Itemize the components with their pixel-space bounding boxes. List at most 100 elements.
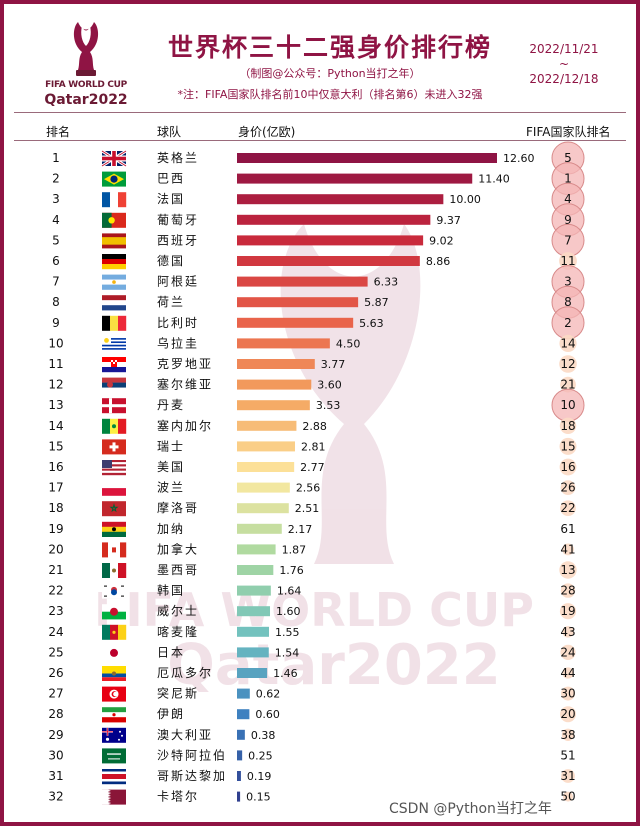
rank-label: 19 (48, 522, 63, 536)
team-name-label: 美国 (157, 460, 185, 474)
flag-rs-icon (102, 377, 126, 393)
team-row: 28 伊朗 0.60 20 (48, 706, 576, 723)
flag-stripe (102, 464, 126, 467)
flag-es-icon (102, 233, 126, 249)
flag-stripe (102, 717, 126, 723)
value-data-label: 3.60 (317, 379, 342, 392)
flag-part (107, 727, 108, 736)
fifa-rank-label: 5 (564, 151, 572, 165)
fifa-rank-bubble (559, 603, 577, 620)
team-row: 20 加拿大 1.87 41 (48, 541, 576, 558)
flag-stripe (102, 624, 111, 640)
team-name-label: 塞尔维亚 (157, 377, 213, 392)
fifa-rank-bubble (559, 334, 577, 352)
fifa-rank-bubble (559, 437, 577, 455)
fifa-rank-label: 14 (560, 336, 575, 350)
flag-part (102, 677, 126, 681)
value-bar (237, 317, 354, 328)
team-row: 27 突尼斯 0.62 30 (48, 686, 576, 702)
team-row: 30 沙特阿拉伯 0.25 51 (48, 747, 576, 764)
flag-ca-icon (102, 542, 127, 558)
fifa-rank-bubble (559, 252, 577, 270)
flag-part (108, 792, 111, 795)
flag-stripe (102, 305, 126, 311)
fifa-rank-label: 61 (560, 522, 575, 536)
flag-ch-icon (102, 439, 126, 455)
value-bar (237, 153, 497, 163)
team-row: 4 葡萄牙 9.37 9 (52, 203, 585, 237)
flag-stripe (102, 349, 126, 352)
value-bar (237, 214, 431, 225)
fifa-rank-bubble (559, 458, 577, 476)
flag-cr-icon (102, 769, 126, 785)
fifa-rank-label: 8 (564, 295, 572, 309)
team-row: 29 澳大利亚 0.38 38 (48, 727, 576, 743)
fifa-rank-label: 41 (560, 542, 575, 556)
value-bar (237, 276, 368, 287)
value-data-label: 2.88 (302, 420, 327, 433)
flag-stripe (102, 472, 126, 476)
team-row: 9 比利时 5.63 2 (52, 306, 585, 340)
flag-part (104, 595, 107, 597)
value-data-label: 6.33 (374, 276, 399, 289)
fifa-rank-bubble (560, 376, 576, 393)
fifa-rank-label: 12 (560, 357, 575, 371)
flag-part (121, 595, 124, 597)
value-data-label: 3.77 (321, 358, 346, 371)
rank-label: 6 (52, 254, 60, 268)
rank-label: 20 (48, 542, 63, 556)
team-name-label: 瑞士 (157, 439, 185, 453)
team-row: 31 哥斯达黎加 0.19 31 (48, 769, 576, 785)
fifa-rank-label: 24 (560, 645, 575, 659)
team-row: 12 塞尔维亚 3.60 21 (48, 377, 576, 393)
fifa-rank-label: 19 (560, 604, 575, 618)
fifa-rank-label: 51 (560, 748, 575, 762)
rank-label: 27 (48, 687, 63, 701)
date-separator: ~ (558, 57, 570, 71)
rank-label: 24 (48, 625, 63, 639)
column-header-team: 球队 (157, 125, 182, 139)
fifa-rank-label: 20 (560, 707, 575, 721)
team-row: 6 德国 8.86 11 (52, 252, 577, 270)
watermark-trophy-icon (280, 224, 421, 564)
team-row: 23 威尔士 1.60 19 (48, 603, 577, 620)
flag-stripe (102, 254, 126, 260)
flag-stripe (102, 480, 126, 489)
rank-label: 7 (52, 275, 60, 289)
flag-part (112, 280, 116, 284)
flag-part (107, 753, 121, 755)
rank-label: 18 (48, 501, 63, 515)
logo-text-line2: Qatar2022 (44, 92, 128, 108)
team-row: 10 乌拉圭 4.50 14 (48, 334, 577, 352)
flag-part (112, 713, 116, 717)
flag-stripe (102, 344, 126, 347)
flag-pl-icon (102, 480, 126, 496)
chart-title: 世界杯三十二强身价排行榜 (167, 33, 492, 62)
rank-label: 25 (48, 645, 63, 659)
rank-label: 23 (48, 604, 63, 618)
flag-part (108, 799, 111, 802)
team-name-label: 塞内加尔 (157, 418, 213, 433)
flag-part (102, 404, 126, 408)
team-row: 32 卡塔尔 0.15 50 (48, 789, 576, 805)
value-bar (237, 482, 290, 493)
fifa-rank-label: 3 (564, 275, 572, 289)
flag-part (112, 424, 116, 429)
value-data-label: 9.02 (429, 234, 454, 247)
flag-part (102, 666, 126, 674)
logo-text-line1: FIFA WORLD CUP (45, 80, 127, 90)
flag-stripe (102, 264, 126, 270)
flag-kr-icon (102, 583, 126, 599)
flag-nl-icon (102, 295, 126, 311)
fifa-rank-label: 11 (560, 254, 575, 268)
team-name-label: 加纳 (157, 522, 185, 536)
team-name-label: 波兰 (157, 481, 185, 495)
team-name-label: 巴西 (157, 172, 185, 186)
rank-label: 4 (52, 213, 60, 227)
flag-part (110, 175, 118, 183)
flag-stripe (102, 339, 126, 342)
team-row: 15 瑞士 2.81 15 (48, 437, 577, 455)
chart-subtitle: （制图@公众号：Python当打之年） (239, 67, 421, 80)
flag-stripe (102, 284, 126, 290)
value-bar (237, 750, 243, 761)
